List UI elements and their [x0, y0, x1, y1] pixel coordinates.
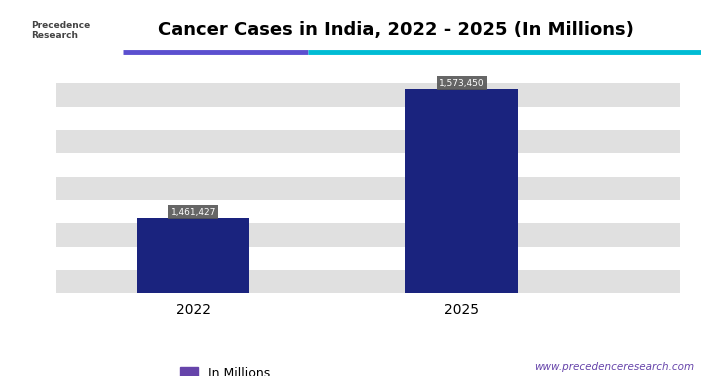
Text: Cancer Cases in India, 2022 - 2025 (In Millions): Cancer Cases in India, 2022 - 2025 (In M…	[158, 21, 634, 39]
Text: 1,461,427: 1,461,427	[170, 208, 216, 217]
Bar	[56, 83, 680, 107]
Legend: In Millions: In Millions	[175, 362, 275, 376]
Bar	[56, 223, 680, 247]
Text: www.precedenceresearch.com: www.precedenceresearch.com	[534, 362, 694, 372]
Bar	[405, 89, 518, 293]
Text: Precedence
Research: Precedence Research	[32, 21, 91, 40]
Text: 1,573,450: 1,573,450	[439, 79, 484, 88]
Bar	[137, 218, 250, 293]
Bar	[56, 270, 680, 293]
Bar	[56, 177, 680, 200]
Bar	[56, 130, 680, 153]
